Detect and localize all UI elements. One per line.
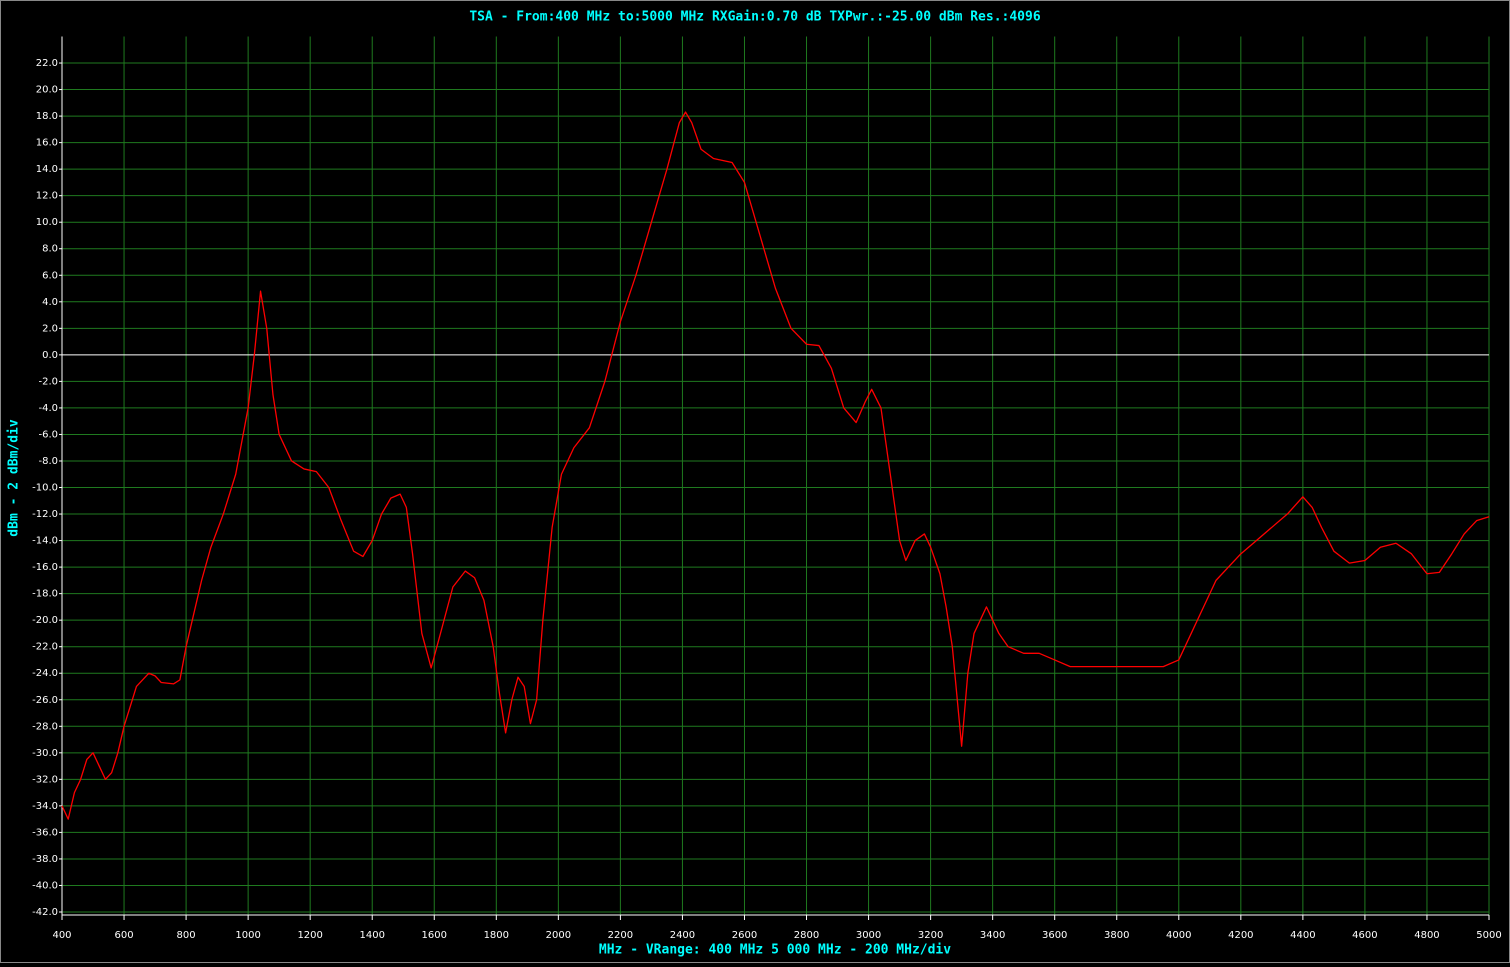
y-tick-label: 4.0 bbox=[42, 297, 58, 308]
y-tick-label: -18.0 bbox=[32, 589, 58, 600]
y-tick-label: -6.0 bbox=[38, 429, 58, 440]
y-tick-label: -26.0 bbox=[32, 695, 58, 706]
y-tick-label: -30.0 bbox=[32, 748, 58, 759]
trace bbox=[61, 111, 1490, 820]
y-tick-label: 8.0 bbox=[42, 244, 58, 255]
x-tick-label: 1600 bbox=[422, 930, 447, 941]
y-tick-label: -2.0 bbox=[38, 376, 58, 387]
x-tick-label: 400 bbox=[52, 930, 71, 941]
y-tick-label: -38.0 bbox=[32, 854, 58, 865]
x-tick-label: 5000 bbox=[1476, 930, 1501, 941]
x-tick-label: 1000 bbox=[235, 930, 260, 941]
x-tick-label: 600 bbox=[114, 930, 133, 941]
x-tick-label: 4800 bbox=[1414, 930, 1439, 941]
y-tick-label: 14.0 bbox=[36, 164, 58, 175]
x-tick-label: 1800 bbox=[484, 930, 509, 941]
x-tick-label: 2600 bbox=[732, 930, 757, 941]
y-tick-label: -28.0 bbox=[32, 721, 58, 732]
y-tick-label: -10.0 bbox=[32, 483, 58, 494]
x-tick-label: 4400 bbox=[1290, 930, 1315, 941]
chart-title: TSA - From:400 MHz to:5000 MHz RXGain:0.… bbox=[469, 10, 1041, 25]
y-tick-label: 22.0 bbox=[36, 58, 58, 69]
y-tick-label: -4.0 bbox=[38, 403, 58, 414]
y-tick-label: 10.0 bbox=[36, 217, 58, 228]
x-tick-label: 2400 bbox=[670, 930, 695, 941]
y-tick-label: 2.0 bbox=[42, 323, 58, 334]
y-tick-label: -22.0 bbox=[32, 642, 58, 653]
y-tick-label: -32.0 bbox=[32, 774, 58, 785]
x-tick-label: 4000 bbox=[1166, 930, 1191, 941]
y-tick-label: -20.0 bbox=[32, 615, 58, 626]
y-tick-label: -12.0 bbox=[32, 509, 58, 520]
x-tick-label: 3000 bbox=[856, 930, 881, 941]
x-tick-label: 4600 bbox=[1352, 930, 1377, 941]
x-tick-label: 3800 bbox=[1104, 930, 1129, 941]
y-tick-label: 16.0 bbox=[36, 138, 58, 149]
x-tick-label: 3400 bbox=[980, 930, 1005, 941]
x-tick-label: 2000 bbox=[546, 930, 571, 941]
x-tick-label: 2800 bbox=[794, 930, 819, 941]
y-tick-label: 0.0 bbox=[42, 350, 58, 361]
y-axis-label: dBm - 2 dBm/div bbox=[7, 419, 22, 537]
y-tick-label: 12.0 bbox=[36, 191, 58, 202]
x-tick-label: 1200 bbox=[297, 930, 322, 941]
x-tick-label: 3600 bbox=[1042, 930, 1067, 941]
y-tick-label: -24.0 bbox=[32, 668, 58, 679]
x-tick-label: 1400 bbox=[359, 930, 384, 941]
x-tick-label: 3200 bbox=[918, 930, 943, 941]
x-tick-label: 4200 bbox=[1228, 930, 1253, 941]
y-tick-label: 18.0 bbox=[36, 111, 58, 122]
y-tick-label: -34.0 bbox=[32, 801, 58, 812]
y-tick-label: -8.0 bbox=[38, 456, 58, 467]
y-tick-label: -16.0 bbox=[32, 562, 58, 573]
y-tick-label: 6.0 bbox=[42, 270, 58, 281]
y-tick-label: -36.0 bbox=[32, 827, 58, 838]
x-tick-label: 800 bbox=[177, 930, 196, 941]
y-tick-label: -40.0 bbox=[32, 880, 58, 891]
y-tick-label: -14.0 bbox=[32, 536, 58, 547]
x-axis-label: MHz - VRange: 400 MHz 5 000 MHz - 200 MH… bbox=[599, 943, 951, 958]
y-tick-label: -42.0 bbox=[32, 907, 58, 918]
x-tick-label: 2200 bbox=[608, 930, 633, 941]
y-tick-label: 20.0 bbox=[36, 85, 58, 96]
